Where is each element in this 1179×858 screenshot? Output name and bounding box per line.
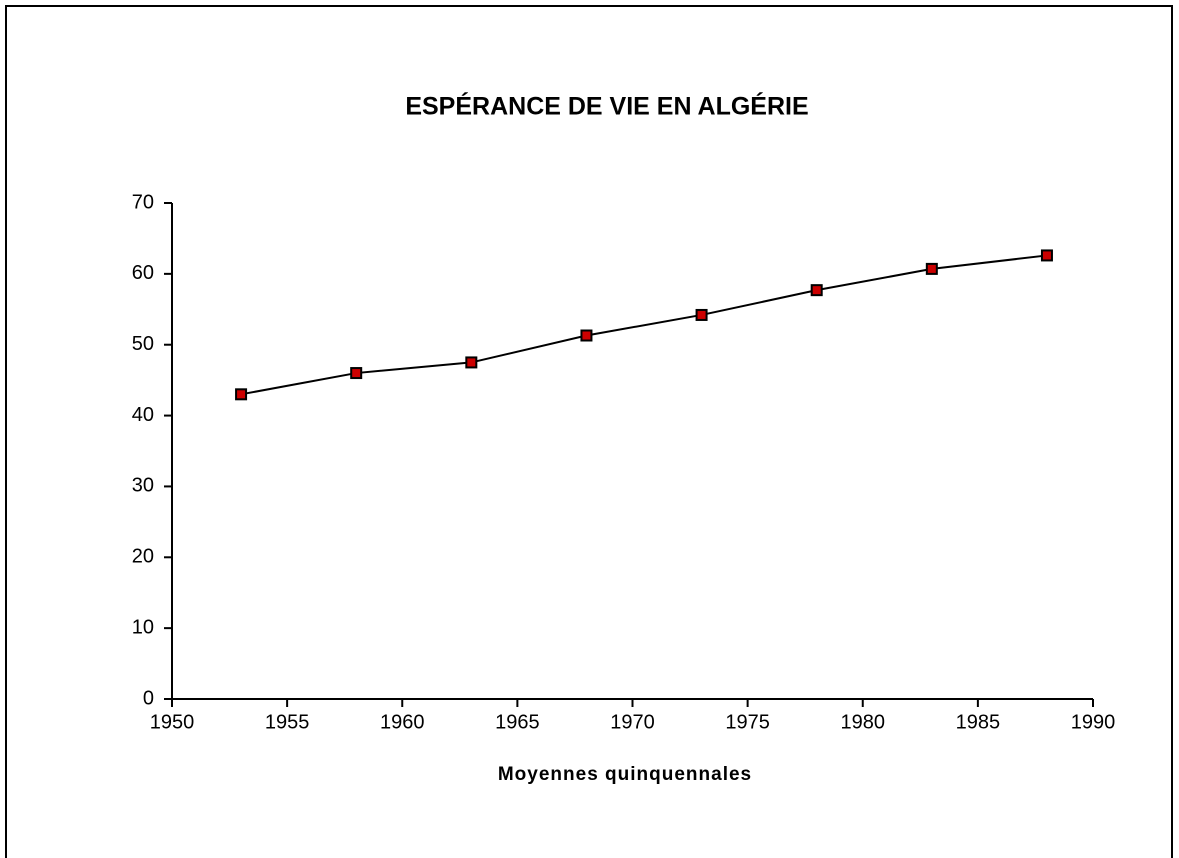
marker <box>925 262 938 275</box>
marker <box>580 329 593 342</box>
y-tick-label: 20 <box>132 546 154 568</box>
x-tick-label: 1980 <box>841 711 886 733</box>
y-tick-label: 50 <box>132 333 154 355</box>
y-tick-label: 70 <box>132 191 154 213</box>
x-tick-label: 1960 <box>380 711 425 733</box>
y-tick-label: 40 <box>132 404 154 426</box>
marker <box>350 367 363 380</box>
y-tick-label: 10 <box>132 616 154 638</box>
x-axis-label: Moyennes quinquennales <box>498 764 752 785</box>
y-tick-label: 0 <box>143 687 154 709</box>
marker <box>465 356 478 369</box>
y-tick-label: 60 <box>132 262 154 284</box>
marker <box>1040 249 1053 262</box>
x-tick-label: 1985 <box>956 711 1001 733</box>
x-tick-label: 1950 <box>150 711 195 733</box>
x-tick-label: 1975 <box>725 711 770 733</box>
marker <box>695 308 708 321</box>
x-tick-label: 1965 <box>495 711 540 733</box>
frame <box>5 5 1173 858</box>
x-tick-label: 1955 <box>265 711 310 733</box>
x-tick-label: 1970 <box>610 711 655 733</box>
marker <box>235 388 248 401</box>
marker <box>810 284 823 297</box>
x-tick-label: 1990 <box>1071 711 1116 733</box>
y-tick-label: 30 <box>132 475 154 497</box>
chart-title: ESPÉRANCE DE VIE EN ALGÉRIE <box>405 92 808 121</box>
series-line <box>240 254 1048 396</box>
